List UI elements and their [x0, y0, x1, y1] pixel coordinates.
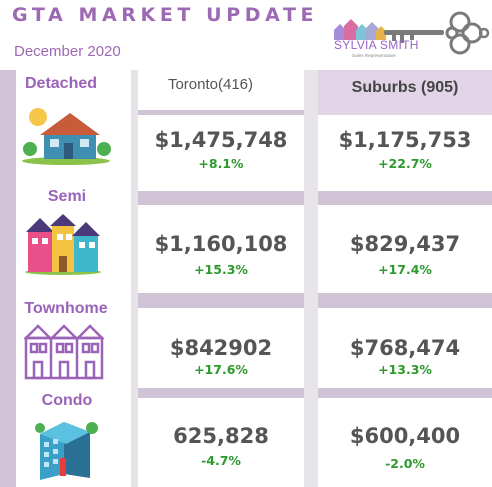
table-cell	[138, 398, 304, 487]
table-cell	[138, 205, 304, 293]
table-cell	[318, 398, 492, 487]
toronto-change: +15.3%	[194, 262, 248, 277]
suburbs-change: +17.4%	[378, 262, 432, 277]
condo-building-icon	[35, 422, 98, 480]
toronto-price: $1,475,748	[154, 128, 288, 152]
toronto-change: +17.6%	[194, 362, 248, 377]
table-cell	[318, 205, 492, 293]
suburbs-price: $768,474	[349, 336, 461, 360]
toronto-price: $1,160,108	[154, 232, 288, 256]
grid-divider	[131, 70, 138, 487]
toronto-header-cell	[138, 70, 304, 110]
category-label-semi: Semi	[47, 188, 87, 205]
table-cell	[318, 308, 492, 388]
toronto-change: -4.7%	[201, 453, 241, 468]
suburbs-header-cell	[318, 70, 492, 115]
report-date: December 2020	[14, 43, 121, 60]
logo-subtitle: Sales Representative	[352, 53, 396, 58]
grid-divider	[304, 70, 318, 487]
toronto-price: $842902	[169, 336, 273, 360]
category-label-condo: Condo	[41, 392, 93, 409]
suburbs-change: -2.0%	[385, 456, 425, 471]
detached-house-icon	[22, 108, 111, 165]
toronto-change: +8.1%	[198, 156, 244, 171]
column-header-suburbs: Suburbs (905)	[351, 79, 459, 96]
category-label-townhome: Townhome	[24, 300, 108, 317]
category-label-box	[18, 72, 104, 96]
toronto-price: 625,828	[173, 424, 269, 448]
brand-logo: SYLVIA SMITH Sales Representative	[314, 0, 492, 70]
column-header-toronto: Toronto(416)	[167, 76, 254, 93]
house-key-icon	[334, 11, 490, 55]
suburbs-price: $829,437	[349, 232, 461, 256]
suburbs-change: +13.3%	[378, 362, 432, 377]
table-cell	[138, 115, 304, 191]
suburbs-price: $1,175,753	[338, 128, 472, 152]
category-label-detached: Detached	[24, 75, 98, 92]
suburbs-change: +22.7%	[378, 156, 432, 171]
page-title: GTA MARKET UPDATE	[12, 4, 319, 26]
townhome-icon	[24, 324, 104, 380]
table-cell	[138, 308, 304, 388]
logo-name: SYLVIA SMITH	[334, 38, 419, 52]
table-cell	[318, 115, 492, 191]
semi-houses-icon	[25, 214, 101, 275]
suburbs-price: $600,400	[349, 424, 461, 448]
